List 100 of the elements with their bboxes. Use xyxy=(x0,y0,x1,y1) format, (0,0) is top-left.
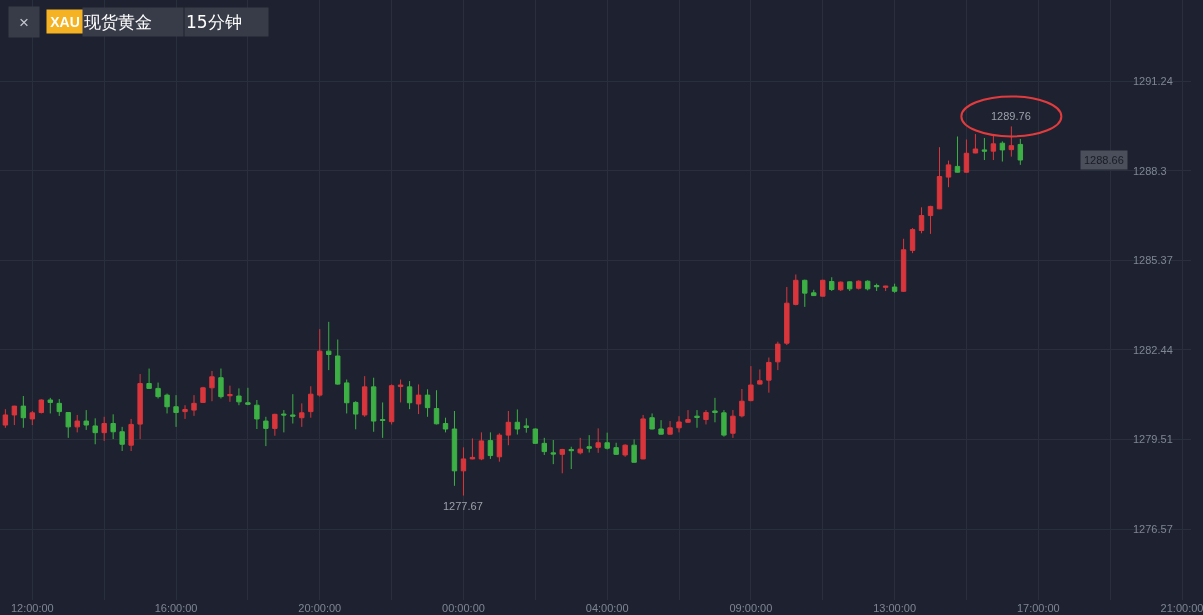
candlestick xyxy=(451,410,458,487)
annotation: 1277.67 xyxy=(443,500,483,512)
candlestick xyxy=(92,417,98,445)
candlestick xyxy=(281,409,287,433)
candlestick xyxy=(820,279,826,297)
candlestick xyxy=(65,411,71,439)
candlestick xyxy=(981,137,988,161)
x-tick-label: 13:00:00 xyxy=(873,602,917,614)
candlestick xyxy=(352,400,359,430)
candlestick xyxy=(811,289,817,297)
candlestick xyxy=(550,439,556,465)
annotation: × xyxy=(19,12,29,32)
candlestick xyxy=(505,410,512,446)
candlestick xyxy=(864,279,871,291)
candlestick xyxy=(263,416,269,447)
candlestick xyxy=(667,420,673,435)
candlestick xyxy=(173,394,179,428)
candlestick xyxy=(631,438,637,464)
y-tick-label: 1279.51 xyxy=(1133,433,1173,446)
candlestick xyxy=(918,206,925,234)
candlestick xyxy=(829,276,835,292)
candlestick xyxy=(182,404,188,420)
candlestick xyxy=(487,431,494,460)
candlestick xyxy=(496,432,503,463)
candlestick xyxy=(388,383,395,425)
candlestick xyxy=(748,365,754,402)
candlestick xyxy=(595,427,601,454)
candlestick xyxy=(909,227,916,254)
candlestick xyxy=(397,379,404,403)
x-tick-label: 21:00:00 xyxy=(1160,602,1203,614)
candlestick xyxy=(308,385,314,419)
candlestick xyxy=(101,416,107,442)
candlestick xyxy=(846,281,853,292)
candlestick xyxy=(74,414,80,433)
candlestick xyxy=(945,160,952,188)
candlestick xyxy=(873,283,880,292)
y-tick-label: 1291.24 xyxy=(1133,75,1173,88)
candlestick xyxy=(559,448,565,474)
candlestick xyxy=(757,368,763,385)
candlestick xyxy=(164,393,170,414)
candlestick xyxy=(424,388,431,418)
candlestick xyxy=(326,321,332,371)
candlestick xyxy=(532,427,539,445)
candlestick xyxy=(963,139,970,174)
candlestick xyxy=(514,408,521,435)
candlestick xyxy=(29,410,36,426)
candlestick xyxy=(209,370,215,402)
candlestick xyxy=(137,373,143,440)
candlestick xyxy=(649,412,655,430)
candlestick xyxy=(200,386,206,404)
candlestick xyxy=(586,434,592,454)
candlestick xyxy=(927,205,934,235)
candlestick xyxy=(2,408,9,429)
candlestick xyxy=(855,279,862,290)
candlestick xyxy=(379,401,386,439)
candlestick xyxy=(290,393,296,425)
candlestick xyxy=(900,238,907,293)
candlestick xyxy=(676,415,682,433)
candlestick xyxy=(523,417,530,434)
candlestick xyxy=(299,402,305,428)
candlestick xyxy=(433,389,440,425)
candlestick xyxy=(972,133,979,154)
candlestick xyxy=(478,431,485,461)
candlestick xyxy=(999,140,1006,163)
candlestick xyxy=(882,285,889,292)
candlestick xyxy=(335,339,341,386)
candlestick xyxy=(272,413,278,437)
candlestick xyxy=(568,446,574,470)
x-tick-label: 09:00:00 xyxy=(729,602,773,614)
candlestick xyxy=(110,413,116,440)
candlestick xyxy=(254,399,260,430)
candlestick xyxy=(541,437,547,456)
candlestick xyxy=(954,135,961,174)
x-tick-label: 04:00:00 xyxy=(585,602,629,614)
candlestick xyxy=(640,414,646,460)
candlestick xyxy=(155,382,161,399)
candlestick xyxy=(344,379,350,414)
candlestick xyxy=(802,279,808,308)
annotation: XAU xyxy=(50,13,80,30)
candlestick xyxy=(227,385,233,403)
candlestick xyxy=(936,146,943,210)
candlestick xyxy=(694,409,700,429)
candlestick xyxy=(784,286,790,346)
candlestick xyxy=(775,341,781,371)
candlestick xyxy=(317,328,323,398)
candlestick xyxy=(604,432,610,450)
candlestick xyxy=(685,409,691,423)
candlestick xyxy=(793,274,799,306)
candlestick xyxy=(11,405,18,426)
candlestick xyxy=(838,281,844,292)
candlestick xyxy=(83,409,89,431)
candlestick xyxy=(622,443,628,458)
candlestick xyxy=(56,398,62,417)
candlestick xyxy=(891,283,898,294)
candlestick xyxy=(191,394,197,417)
candlestick xyxy=(613,442,619,456)
candlestick xyxy=(766,357,772,394)
candlestick xyxy=(577,437,583,455)
x-tick-label: 16:00:00 xyxy=(154,602,198,614)
candlestick xyxy=(1017,138,1024,166)
